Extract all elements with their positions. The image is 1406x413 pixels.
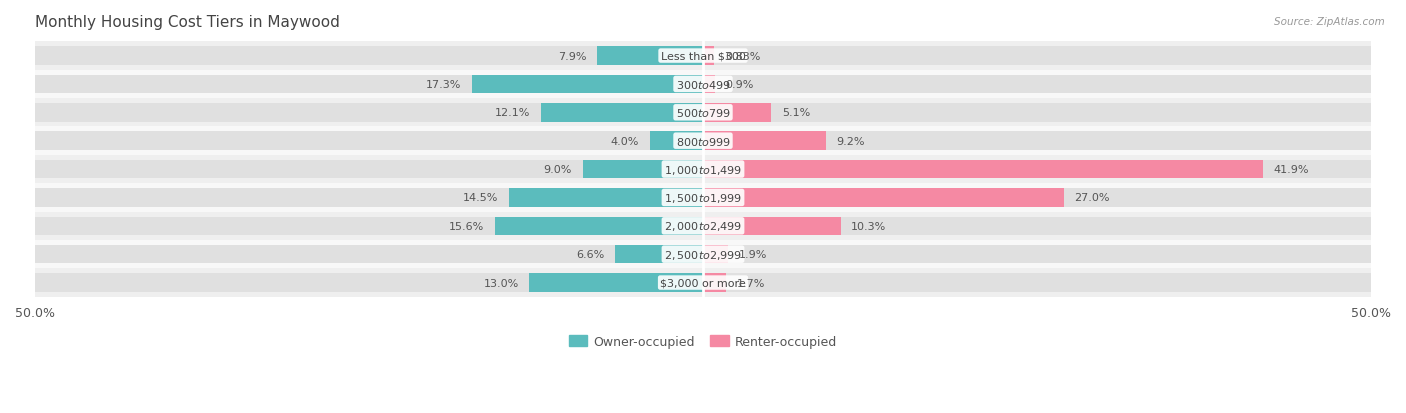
Text: 0.83%: 0.83%: [724, 52, 761, 62]
Text: $800 to $999: $800 to $999: [675, 135, 731, 147]
Bar: [35, 212, 1371, 240]
Bar: [35, 240, 1371, 269]
Bar: [35, 71, 1371, 99]
Bar: [703, 132, 1371, 150]
Text: Less than $300: Less than $300: [661, 52, 745, 62]
Bar: [529, 274, 703, 292]
Bar: [703, 47, 714, 66]
Bar: [703, 104, 1371, 122]
Bar: [35, 47, 703, 66]
Bar: [35, 76, 703, 94]
Bar: [703, 245, 1371, 264]
Bar: [35, 42, 1371, 71]
Bar: [703, 132, 825, 150]
Bar: [703, 189, 1064, 207]
Text: 10.3%: 10.3%: [851, 221, 887, 231]
Text: $1,500 to $1,999: $1,500 to $1,999: [664, 192, 742, 204]
Bar: [703, 274, 725, 292]
Bar: [582, 160, 703, 179]
Bar: [35, 189, 703, 207]
Bar: [35, 155, 1371, 184]
Text: 27.0%: 27.0%: [1074, 193, 1109, 203]
Text: 1.9%: 1.9%: [740, 249, 768, 259]
Text: 17.3%: 17.3%: [426, 80, 461, 90]
Text: 12.1%: 12.1%: [495, 108, 530, 118]
Bar: [703, 217, 841, 235]
Bar: [703, 160, 1263, 179]
Bar: [703, 104, 770, 122]
Bar: [614, 245, 703, 264]
Text: 5.1%: 5.1%: [782, 108, 810, 118]
Bar: [650, 132, 703, 150]
Bar: [703, 76, 1371, 94]
Text: $2,000 to $2,499: $2,000 to $2,499: [664, 220, 742, 233]
Bar: [703, 245, 728, 264]
Bar: [35, 132, 703, 150]
Text: 4.0%: 4.0%: [610, 136, 638, 146]
Bar: [35, 127, 1371, 155]
Bar: [598, 47, 703, 66]
Text: $1,000 to $1,499: $1,000 to $1,499: [664, 163, 742, 176]
Text: 9.2%: 9.2%: [837, 136, 865, 146]
Text: 9.0%: 9.0%: [544, 165, 572, 175]
Text: 0.9%: 0.9%: [725, 80, 754, 90]
Bar: [703, 76, 716, 94]
Legend: Owner-occupied, Renter-occupied: Owner-occupied, Renter-occupied: [564, 330, 842, 353]
Bar: [703, 217, 1371, 235]
Bar: [703, 160, 1371, 179]
Text: 41.9%: 41.9%: [1274, 165, 1309, 175]
Text: $300 to $499: $300 to $499: [675, 79, 731, 91]
Bar: [35, 245, 703, 264]
Text: Source: ZipAtlas.com: Source: ZipAtlas.com: [1274, 17, 1385, 26]
Bar: [35, 217, 703, 235]
Bar: [703, 189, 1371, 207]
Bar: [35, 274, 703, 292]
Bar: [495, 217, 703, 235]
Text: 13.0%: 13.0%: [484, 278, 519, 288]
Bar: [541, 104, 703, 122]
Text: 15.6%: 15.6%: [449, 221, 484, 231]
Bar: [703, 47, 1371, 66]
Bar: [472, 76, 703, 94]
Bar: [35, 160, 703, 179]
Bar: [35, 184, 1371, 212]
Text: $3,000 or more: $3,000 or more: [661, 278, 745, 288]
Text: 14.5%: 14.5%: [463, 193, 499, 203]
Bar: [35, 99, 1371, 127]
Text: $2,500 to $2,999: $2,500 to $2,999: [664, 248, 742, 261]
Bar: [509, 189, 703, 207]
Bar: [35, 104, 703, 122]
Bar: [35, 269, 1371, 297]
Text: 7.9%: 7.9%: [558, 52, 586, 62]
Bar: [703, 274, 1371, 292]
Text: $500 to $799: $500 to $799: [675, 107, 731, 119]
Text: 6.6%: 6.6%: [576, 249, 605, 259]
Text: Monthly Housing Cost Tiers in Maywood: Monthly Housing Cost Tiers in Maywood: [35, 15, 340, 30]
Text: 1.7%: 1.7%: [737, 278, 765, 288]
